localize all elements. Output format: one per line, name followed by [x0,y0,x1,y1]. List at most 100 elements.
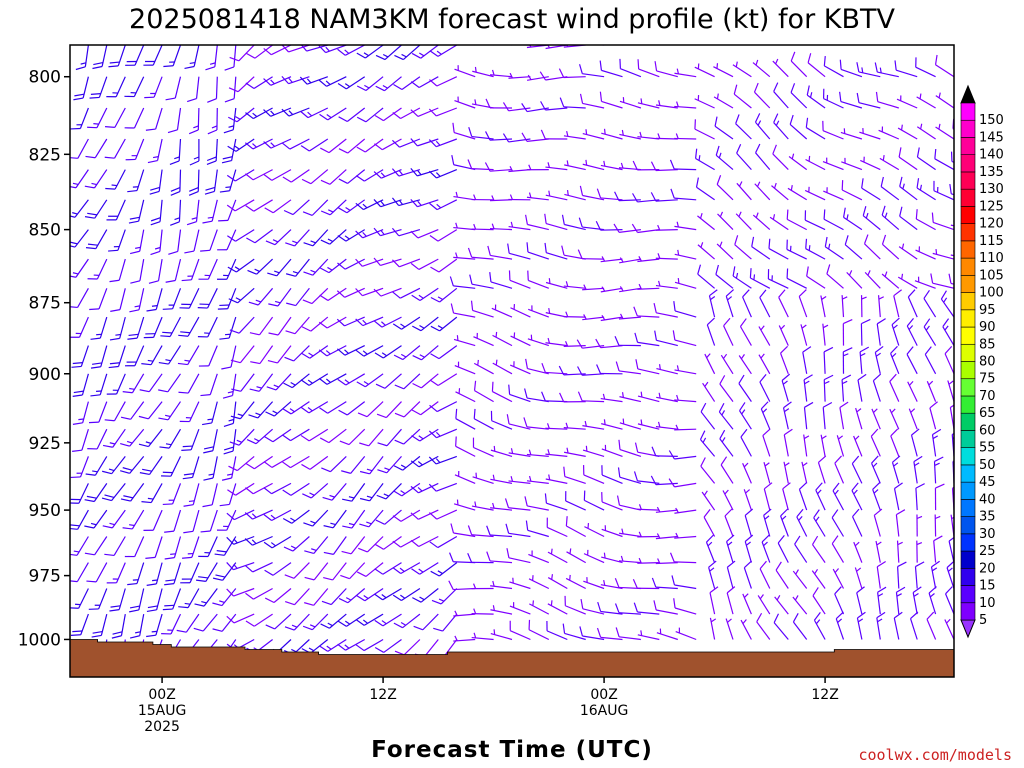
wind-barb [161,456,182,477]
wind-barb [576,339,605,349]
wind-barb [897,561,907,589]
wind-barb [129,613,145,639]
y-tick-label: 900 [29,365,61,385]
wind-barb [356,76,384,92]
wind-barb [545,278,568,289]
wind-barb [263,509,292,522]
wind-barb [725,289,735,318]
wind-barb [528,619,550,641]
wind-barb [337,373,366,386]
wind-barb [754,113,771,140]
wind-barb [375,373,402,389]
wind-barb [429,373,458,386]
wind-barb [318,316,347,329]
wind-barb [934,483,945,511]
wind-barb [908,408,918,430]
wind-barb [930,273,954,289]
wind-barb [935,123,954,140]
wind-barb [897,124,918,140]
wind-barb [739,318,752,346]
wind-barb [267,345,292,364]
wind-barb [224,45,237,71]
wind-barb [674,424,697,431]
wind-barb [637,531,660,538]
wind-barb [582,314,605,321]
wind-barb [70,536,89,556]
wind-barb [950,514,954,537]
wind-barb [429,199,458,211]
wind-barb [492,331,513,347]
wind-barb [176,613,200,633]
wind-barb [835,611,845,640]
colorbar-swatch [960,343,976,362]
wind-barb [70,288,89,309]
wind-barb [871,408,881,430]
wind-barb [971,22,997,45]
wind-barb [467,159,494,171]
wind-barb [302,287,329,305]
wind-barb [824,236,844,260]
wind-barb [650,475,678,486]
wind-barb [391,197,421,207]
wind-barb [183,483,200,507]
wind-barb [129,588,145,613]
wind-barb [826,264,844,289]
wind-barb [509,361,531,375]
wind-barb [170,199,182,226]
wind-barb [168,229,182,255]
wind-barb [772,58,789,78]
wind-barb [933,535,943,563]
colorbar-label: 25 [979,544,996,559]
wind-barb [179,288,200,309]
wind-barb [996,509,1017,536]
wind-barb [654,61,678,78]
wind-barb [822,323,829,346]
wind-barb [923,318,937,346]
wind-barb [356,588,384,602]
wind-barb [788,153,808,171]
wind-barb [832,568,845,589]
wind-barb [177,345,200,366]
wind-barb [147,138,163,164]
wind-barb [726,586,736,615]
wind-barb [742,289,752,318]
wind-barb [164,509,182,533]
colorbar-swatch [960,137,976,155]
wind-barb [412,588,439,603]
wind-barb [924,346,937,375]
wind-barb [373,227,402,237]
colorbar-swatch [960,602,976,621]
wind-barb [1002,374,1018,401]
wind-barb [1021,290,1024,317]
wind-barb [650,161,678,172]
wind-barb [472,437,494,457]
wind-barb [582,159,605,171]
wind-barb [801,461,808,484]
wind-barb [410,76,439,89]
wind-barb [429,535,458,549]
wind-barb [284,562,310,579]
wind-barb [453,635,476,642]
wind-barb [910,428,920,457]
wind-barb [700,402,716,430]
wind-barb [800,324,808,346]
wind-barb [544,493,568,511]
colorbar-label: 120 [979,217,1004,232]
colorbar-swatch [960,378,976,397]
wind-barb [450,523,476,538]
wind-barb [87,428,108,450]
wind-barb [778,324,789,346]
wind-barb [909,611,919,640]
wind-barb [546,517,568,538]
wind-barb [393,455,421,471]
wind-barb [106,562,126,584]
x-axis-label: Forecast Time (UTC) [371,737,653,763]
wind-barb [431,588,458,605]
wind-barb [1018,535,1024,562]
wind-barb [923,289,937,318]
y-tick-label: 825 [29,145,61,165]
wind-barb [130,258,145,284]
wind-barb [263,45,292,56]
wind-barb [245,587,273,600]
